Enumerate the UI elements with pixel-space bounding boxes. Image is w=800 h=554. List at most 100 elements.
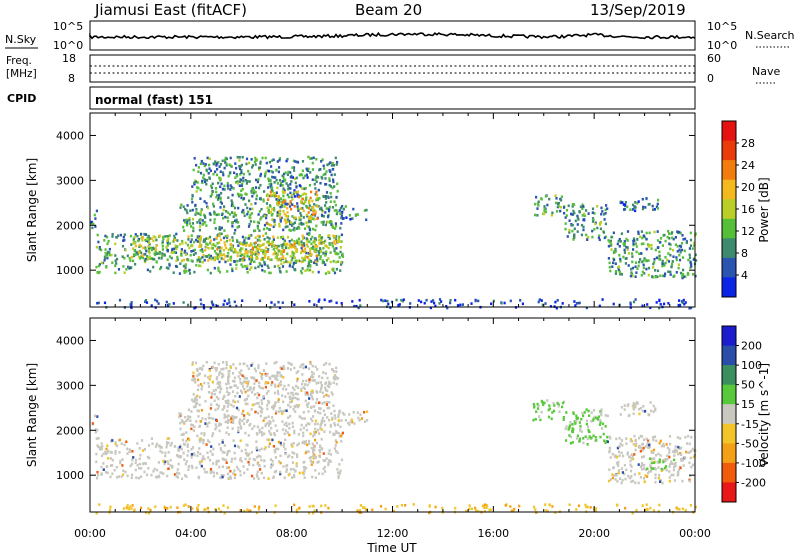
velocity-echo-cell [332,370,335,373]
velocity-echo-cell [325,381,328,384]
power-echo-cell [208,167,211,170]
velocity-echo-cell [298,506,301,510]
velocity-echo-cell [642,477,646,480]
velocity-echo-region [337,410,369,426]
velocity-echo-cell [316,461,319,464]
power-echo-cell [652,208,655,211]
velocity-echo-cell [217,507,220,511]
power-echo-cell [307,211,310,214]
velocity-echo-cell [654,468,657,471]
velocity-echo-cell [250,364,253,367]
velocity-echo-cell [535,511,538,514]
power-echo-cell [248,180,251,183]
velocity-echo-cell [338,471,342,475]
power-echo-cell [194,180,197,183]
power-echo-cell [223,158,227,162]
power-echo-cell [277,244,280,248]
velocity-echo-cell [340,439,343,443]
power-echo-cell [191,185,194,188]
velocity-echo-cell [312,511,315,515]
power-echo-cell [218,234,221,237]
power-echo-cell [667,229,670,233]
power-echo-cell [305,198,308,201]
velocity-echo-cell [205,443,208,446]
velocity-echo-cell [94,428,98,431]
power-echo-cell [309,215,312,218]
power-echo-cell [298,240,301,244]
nave-tick-top: 60 [707,52,721,65]
power-echo-cell [243,253,246,256]
power-echo-cell [433,301,436,305]
velocity-echo-cell [295,464,298,468]
power-echo-cell [114,264,117,268]
velocity-echo-cell [227,421,230,424]
power-echo-cell [223,229,226,232]
velocity-echo-region [95,437,344,480]
power-echo-cell [172,240,175,243]
velocity-echo-cell [224,458,228,462]
power-echo-cell [135,251,138,254]
power-echo-cell [292,159,295,163]
power-echo-cell [299,207,302,210]
velocity-echo-cell [312,447,315,450]
power-echo-cell [241,299,244,302]
power-echo-cell [626,239,629,242]
power-echo-cell [268,160,271,164]
power-echo-cell [301,256,304,260]
power-echo-cell [199,249,202,252]
power-echo-cell [254,163,257,166]
power-echo-cell [189,209,192,212]
velocity-echo-cell [273,432,276,435]
power-echo-cell [610,248,613,251]
velocity-echo-cell [223,406,226,410]
velocity-echo-cell [512,509,515,512]
power-echo-cell [284,221,288,225]
power-echo-cell [295,248,298,251]
power-echo-cell [271,218,274,221]
power-echo-cell [459,303,462,307]
power-echo-cell [210,184,213,188]
velocity-echo-cell [297,370,300,373]
velocity-echo-cell [652,509,656,512]
velocity-echo-cell [340,458,344,462]
power-echo-cell [254,252,257,256]
power-echo-cell [242,179,245,183]
velocity-echo-cell [330,391,333,394]
frequency-tick-bottom: 8 [68,72,75,85]
power-echo-cell [663,233,666,237]
power-echo-cell [275,198,278,201]
velocity-echo-cell [206,425,209,428]
power-echo-cell [176,239,179,242]
power-echo-cell [249,220,252,223]
power-echo-cell [219,178,222,182]
velocity-echo-cell [226,451,229,455]
power-echo-cell [231,267,234,271]
velocity-echo-cell [613,455,616,459]
velocity-echo-cell [98,503,101,506]
power-echo-cell [294,217,297,221]
power-echo-cell [313,261,316,265]
velocity-echo-cell [288,427,291,430]
power-echo-cell [694,232,697,236]
velocity-echo-cell [251,403,254,407]
velocity-echo-cell [565,425,568,428]
power-echo-cell [608,265,611,269]
power-echo-cell [263,190,266,193]
power-echo-cell [601,298,604,301]
velocity-echo-cell [625,437,628,440]
velocity-echo-cell [321,376,324,380]
velocity-echo-cell [316,411,319,414]
velocity-echo-cell [669,442,672,446]
time-tick-label: 04:00 [175,527,207,540]
power-echo-cell [279,270,282,274]
velocity-echo-cell [215,395,218,399]
velocity-echo-cell [335,370,338,373]
power-echo-cell [572,209,575,213]
velocity-echo-cell [539,418,542,422]
velocity-echo-cell [119,461,122,465]
velocity-echo-cell [654,473,657,476]
velocity-echo-cell [307,367,311,370]
power-echo-cell [248,268,252,271]
power-echo-cell [269,205,272,208]
